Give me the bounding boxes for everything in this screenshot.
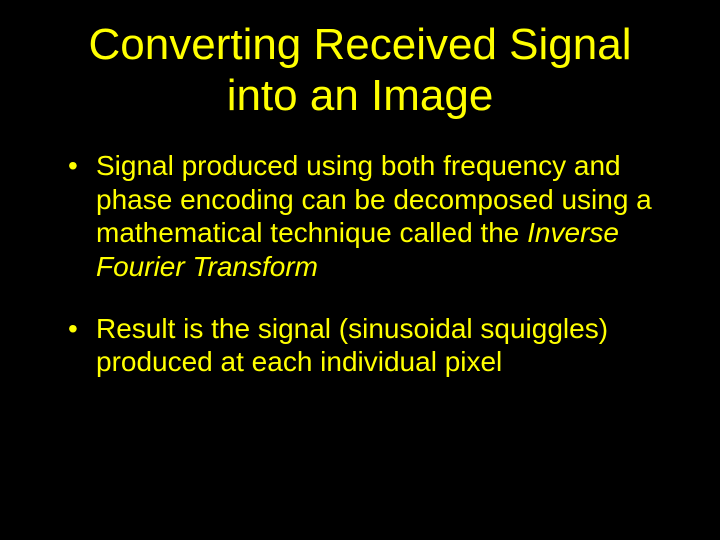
bullet-item: Signal produced using both frequency and… bbox=[68, 149, 670, 283]
bullet-text-prefix: Result is the signal (sinusoidal squiggl… bbox=[96, 313, 608, 378]
bullet-item: Result is the signal (sinusoidal squiggl… bbox=[68, 312, 670, 379]
slide-title: Converting Received Signal into an Image bbox=[50, 20, 670, 121]
bullet-list: Signal produced using both frequency and… bbox=[50, 149, 670, 379]
